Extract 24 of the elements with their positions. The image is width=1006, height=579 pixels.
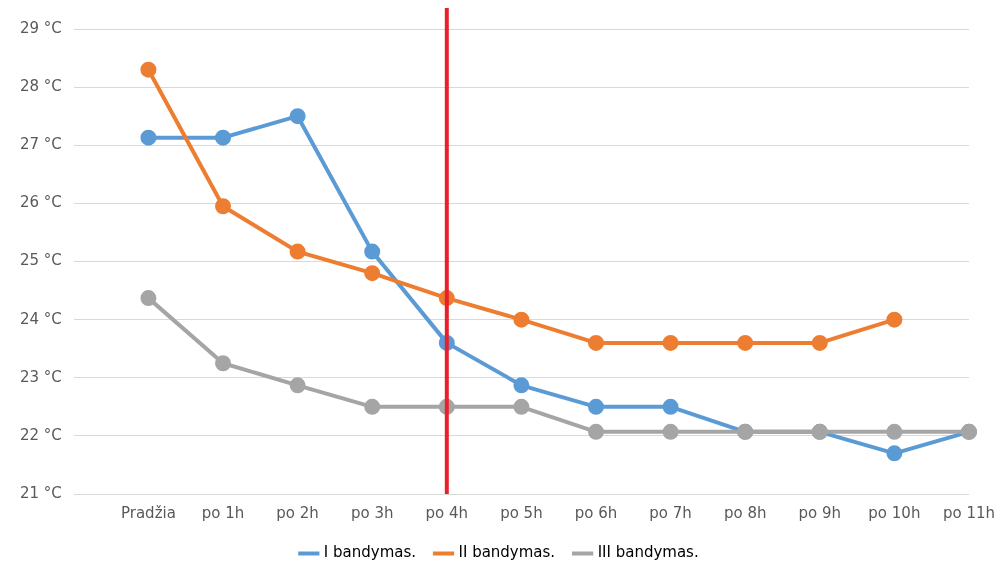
legend-label: II bandymas.	[458, 543, 556, 562]
y-tick-label: 24 °C	[19, 309, 62, 328]
x-tick-label: po 3h	[350, 503, 394, 522]
y-tick-label: 29 °C	[19, 18, 62, 37]
y-tick-label: 21 °C	[19, 483, 62, 502]
x-tick-label: po 5h	[500, 503, 543, 522]
x-tick-label: po 2h	[276, 503, 319, 522]
legend-label: I bandymas.	[323, 543, 417, 562]
y-tick-label: 23 °C	[19, 367, 62, 386]
legend-label: III bandymas.	[597, 543, 699, 562]
x-tick-label: po 11h	[942, 503, 995, 522]
y-tick-label: 26 °C	[19, 193, 62, 212]
x-tick-label: po 6h	[574, 503, 618, 522]
y-tick-label: 22 °C	[19, 425, 62, 444]
x-tick-label: po 1h	[201, 503, 245, 522]
x-tick-label: Pradžia	[120, 503, 176, 522]
x-tick-label: po 9h	[798, 503, 842, 522]
y-tick-label: 25 °C	[19, 251, 62, 270]
y-tick-label: 27 °C	[19, 135, 62, 154]
x-tick-label: po 10h	[868, 503, 921, 522]
x-tick-label: po 8h	[723, 503, 767, 522]
x-tick-label: po 7h	[649, 503, 692, 522]
x-tick-label: po 4h	[425, 503, 469, 522]
y-tick-label: 28 °C	[19, 77, 62, 96]
